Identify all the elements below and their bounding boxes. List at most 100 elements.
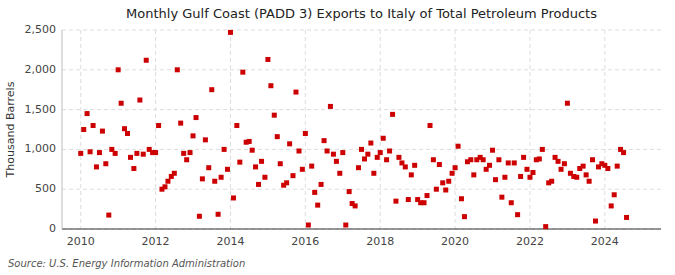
y-axis-line — [62, 30, 63, 229]
point — [487, 163, 492, 168]
y-grid-line — [62, 229, 661, 230]
y-grid-line — [62, 30, 661, 31]
point — [113, 151, 118, 156]
point — [450, 171, 455, 176]
point — [524, 167, 529, 172]
point — [506, 160, 511, 165]
x-tick-label: 2012 — [142, 235, 170, 248]
y-tick-label: 2,000 — [25, 63, 57, 76]
point — [390, 112, 395, 117]
point — [309, 164, 314, 169]
point — [222, 147, 227, 152]
point — [247, 139, 252, 144]
point — [209, 87, 214, 92]
point — [396, 155, 401, 160]
point — [200, 176, 205, 181]
point — [340, 150, 345, 155]
point — [293, 90, 298, 95]
point — [212, 179, 217, 184]
x-grid-line — [529, 30, 530, 229]
x-tick-label: 2010 — [67, 235, 95, 248]
point — [334, 159, 339, 164]
point — [250, 148, 255, 153]
point — [262, 175, 267, 180]
point — [368, 141, 373, 146]
point — [191, 133, 196, 138]
point — [137, 98, 142, 103]
y-tick-label: 500 — [35, 182, 56, 195]
point — [328, 104, 333, 109]
point — [312, 190, 317, 195]
x-tick-label: 2022 — [516, 235, 544, 248]
point — [440, 180, 445, 185]
point — [284, 180, 289, 185]
x-tick-label: 2018 — [366, 235, 394, 248]
point — [468, 157, 473, 162]
axes: 05001,0001,5002,0002,5002010201220142016… — [25, 23, 662, 248]
x-grid-line — [155, 30, 156, 229]
point — [253, 164, 258, 169]
point — [240, 70, 245, 75]
point — [359, 147, 364, 152]
point — [106, 213, 111, 218]
x-tick-label: 2020 — [441, 235, 469, 248]
point — [428, 123, 433, 128]
point — [225, 167, 230, 172]
point — [153, 150, 158, 155]
point — [103, 161, 108, 166]
point — [78, 151, 83, 156]
point — [559, 167, 564, 172]
x-grid-line — [380, 30, 381, 229]
point — [131, 166, 136, 171]
point — [481, 157, 486, 162]
point — [303, 131, 308, 136]
point — [587, 179, 592, 184]
point — [496, 157, 501, 162]
point — [94, 164, 99, 169]
point — [443, 187, 448, 192]
point — [581, 164, 586, 169]
grid — [62, 30, 661, 229]
point — [406, 197, 411, 202]
point — [615, 164, 620, 169]
point — [287, 141, 292, 146]
point — [91, 123, 96, 128]
source-note: Source: U.S. Energy Information Administ… — [8, 258, 245, 269]
point — [381, 136, 386, 141]
point — [203, 137, 208, 142]
point — [194, 115, 199, 120]
point — [584, 172, 589, 177]
x-axis-line — [62, 229, 661, 230]
point — [278, 161, 283, 166]
point — [530, 170, 535, 175]
point — [228, 30, 233, 35]
point — [437, 162, 442, 167]
point — [515, 212, 520, 217]
x-grid-line — [305, 30, 306, 229]
point — [562, 161, 567, 166]
point — [540, 147, 545, 152]
points — [78, 30, 629, 229]
point — [605, 166, 610, 171]
y-tick-label: 2,500 — [25, 23, 57, 36]
point — [100, 129, 105, 134]
chart-svg: 05001,0001,5002,0002,5002010201220142016… — [0, 0, 675, 275]
point — [216, 212, 221, 217]
point — [490, 148, 495, 153]
point — [343, 223, 348, 228]
y-tick-label: 1,500 — [25, 103, 57, 116]
point — [331, 152, 336, 157]
point — [499, 195, 504, 200]
point — [175, 67, 180, 72]
point — [378, 150, 383, 155]
point — [493, 177, 498, 182]
point — [502, 175, 507, 180]
y-grid-line — [62, 189, 661, 190]
point — [422, 200, 427, 205]
point — [387, 148, 392, 153]
point — [125, 131, 130, 136]
point — [431, 157, 436, 162]
point — [237, 160, 242, 165]
point — [184, 157, 189, 162]
point — [300, 167, 305, 172]
